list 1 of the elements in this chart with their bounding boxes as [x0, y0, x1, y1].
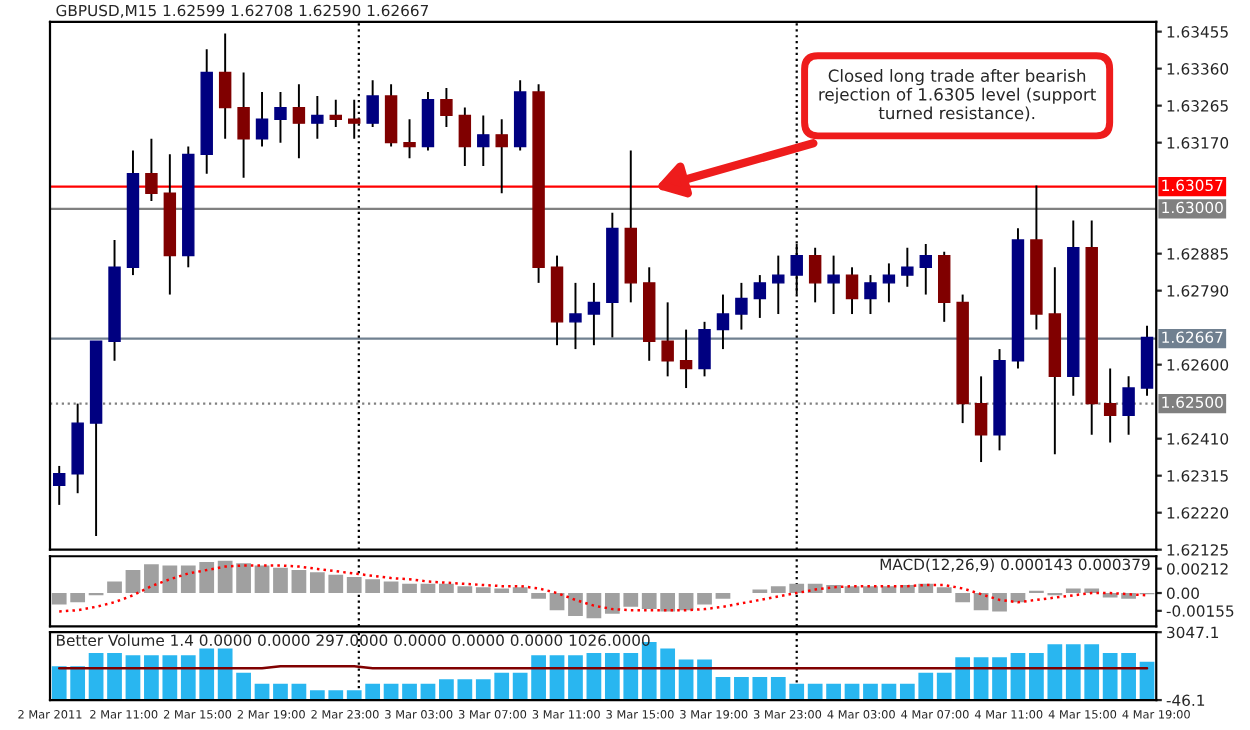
annotation: Closed long trade after bearish rejection of 1.6305 level (support turned resistance). — [819, 69, 1096, 122]
